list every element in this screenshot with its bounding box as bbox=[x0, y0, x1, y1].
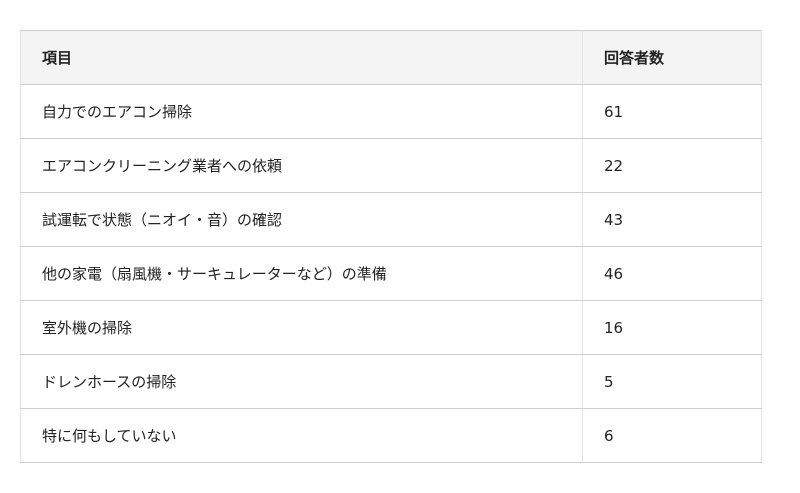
row-count: 61 bbox=[582, 84, 762, 139]
table-row: 試運転で状態（ニオイ・音）の確認 43 bbox=[20, 192, 762, 247]
table-row: エアコンクリーニング業者への依頼 22 bbox=[20, 138, 762, 193]
row-item: 試運転で状態（ニオイ・音）の確認 bbox=[20, 192, 583, 247]
row-count: 22 bbox=[582, 138, 762, 193]
survey-table: 項目 回答者数 自力でのエアコン掃除 61 エアコンクリーニング業者への依頼 22 試運… bbox=[20, 30, 762, 463]
table-row: 室外機の掃除 16 bbox=[20, 300, 762, 355]
row-item: 他の家電（扇風機・サーキュレーターなど）の準備 bbox=[20, 246, 583, 301]
table-row: 特に何もしていない 6 bbox=[20, 408, 762, 463]
row-item: ドレンホースの掃除 bbox=[20, 354, 583, 409]
row-item: 室外機の掃除 bbox=[20, 300, 583, 355]
header-count: 回答者数 bbox=[582, 30, 762, 85]
table-row: 他の家電（扇風機・サーキュレーターなど）の準備 46 bbox=[20, 246, 762, 301]
header-item: 項目 bbox=[20, 30, 583, 85]
header-row: 項目 回答者数 bbox=[20, 30, 762, 85]
table-row: ドレンホースの掃除 5 bbox=[20, 354, 762, 409]
row-count: 6 bbox=[582, 408, 762, 463]
row-count: 46 bbox=[582, 246, 762, 301]
row-count: 43 bbox=[582, 192, 762, 247]
row-item: エアコンクリーニング業者への依頼 bbox=[20, 138, 583, 193]
row-item: 特に何もしていない bbox=[20, 408, 583, 463]
table-row: 自力でのエアコン掃除 61 bbox=[20, 84, 762, 139]
row-item: 自力でのエアコン掃除 bbox=[20, 84, 583, 139]
row-count: 5 bbox=[582, 354, 762, 409]
row-count: 16 bbox=[582, 300, 762, 355]
